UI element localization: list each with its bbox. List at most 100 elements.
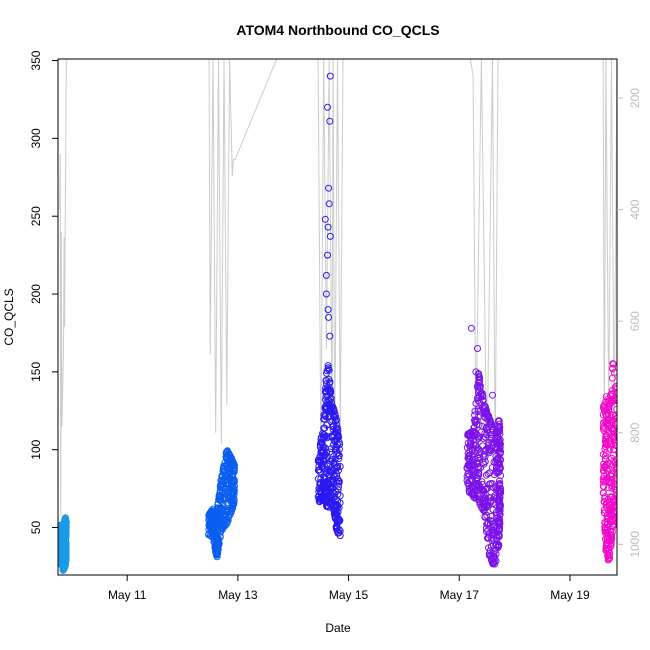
data-point xyxy=(320,424,328,432)
data-point xyxy=(486,417,494,425)
data-point xyxy=(487,420,495,428)
y2-tick-label: 400 xyxy=(628,199,642,219)
data-point xyxy=(495,515,503,523)
data-point xyxy=(60,562,68,570)
data-point xyxy=(607,471,615,479)
data-point xyxy=(316,443,324,451)
data-point xyxy=(223,520,231,528)
data-point xyxy=(496,438,503,446)
data-point xyxy=(227,454,235,462)
data-point xyxy=(324,396,332,404)
data-point xyxy=(224,506,232,514)
data-point xyxy=(481,429,489,437)
y-tick-label: 100 xyxy=(29,439,43,459)
data-point xyxy=(329,402,337,410)
data-point xyxy=(315,485,323,493)
data-point xyxy=(219,525,227,533)
outlier-point xyxy=(321,215,329,223)
data-point xyxy=(321,451,329,459)
outlier-point xyxy=(326,232,334,240)
data-point xyxy=(611,477,617,485)
data-point xyxy=(479,392,487,400)
data-point xyxy=(333,472,341,480)
data-point xyxy=(225,513,233,521)
outlier-point xyxy=(324,103,331,111)
data-point xyxy=(334,529,342,537)
data-point xyxy=(611,394,617,402)
data-point xyxy=(62,523,70,531)
data-point xyxy=(496,507,504,515)
series-layer xyxy=(58,59,617,574)
data-point xyxy=(216,493,224,501)
data-point xyxy=(230,486,238,494)
data-point xyxy=(218,524,226,532)
data-point xyxy=(334,503,342,511)
data-point xyxy=(605,555,613,563)
data-point xyxy=(613,468,617,476)
data-point xyxy=(486,547,494,555)
data-point xyxy=(607,540,615,548)
data-point xyxy=(471,428,478,436)
data-point xyxy=(605,406,613,414)
outlier-point xyxy=(472,368,480,376)
data-point xyxy=(475,434,483,442)
data-point xyxy=(487,498,494,506)
data-point xyxy=(336,441,344,448)
data-point xyxy=(496,526,503,534)
x-tick-label: May 19 xyxy=(550,588,590,602)
data-point xyxy=(336,492,344,500)
data-point xyxy=(481,458,489,466)
data-point xyxy=(495,477,503,485)
data-point xyxy=(223,448,231,456)
data-point xyxy=(470,436,478,444)
series-3 xyxy=(314,72,344,540)
data-point xyxy=(213,550,221,558)
y-tick-label: 150 xyxy=(29,362,43,382)
data-point xyxy=(610,434,617,442)
data-point xyxy=(497,487,505,495)
data-point xyxy=(611,432,617,440)
data-point xyxy=(477,464,485,472)
y-tick-label: 250 xyxy=(29,206,43,226)
data-point xyxy=(496,480,503,488)
data-point xyxy=(328,484,336,492)
data-point xyxy=(483,431,490,439)
data-point xyxy=(230,467,238,475)
data-point xyxy=(471,419,479,426)
data-point xyxy=(599,411,607,419)
data-point xyxy=(600,460,608,468)
y2-tick-label: 200 xyxy=(628,88,642,108)
outlier-point xyxy=(326,72,334,80)
data-point xyxy=(325,397,333,404)
data-point xyxy=(478,422,486,430)
data-point xyxy=(609,397,617,405)
data-point xyxy=(483,520,491,528)
data-point xyxy=(218,472,226,480)
outlier-point xyxy=(324,223,332,231)
outlier-point xyxy=(325,313,333,321)
data-point xyxy=(229,501,237,509)
data-point xyxy=(611,412,617,420)
data-point xyxy=(335,452,343,459)
data-point xyxy=(495,468,503,476)
data-point xyxy=(325,412,333,420)
x-axis-label: Date xyxy=(325,621,351,635)
data-point xyxy=(325,375,333,383)
data-point xyxy=(611,496,617,504)
axes-layer: May 11 May 13 May 15 May 17 May 19 50 100 150 20… xyxy=(29,50,642,602)
data-point xyxy=(470,424,478,432)
data-point xyxy=(334,432,342,440)
data-point xyxy=(474,397,482,404)
data-point xyxy=(217,477,225,485)
y2-tick-label: 800 xyxy=(628,422,642,442)
x-tick-label: May 15 xyxy=(329,588,369,602)
data-point xyxy=(325,467,333,475)
data-point xyxy=(602,461,610,469)
data-point xyxy=(465,452,473,460)
data-point xyxy=(320,431,328,439)
data-point xyxy=(336,517,343,525)
y2-tick-label: 600 xyxy=(628,311,642,331)
data-point xyxy=(482,503,490,510)
data-point xyxy=(496,496,504,504)
data-point xyxy=(496,511,504,519)
